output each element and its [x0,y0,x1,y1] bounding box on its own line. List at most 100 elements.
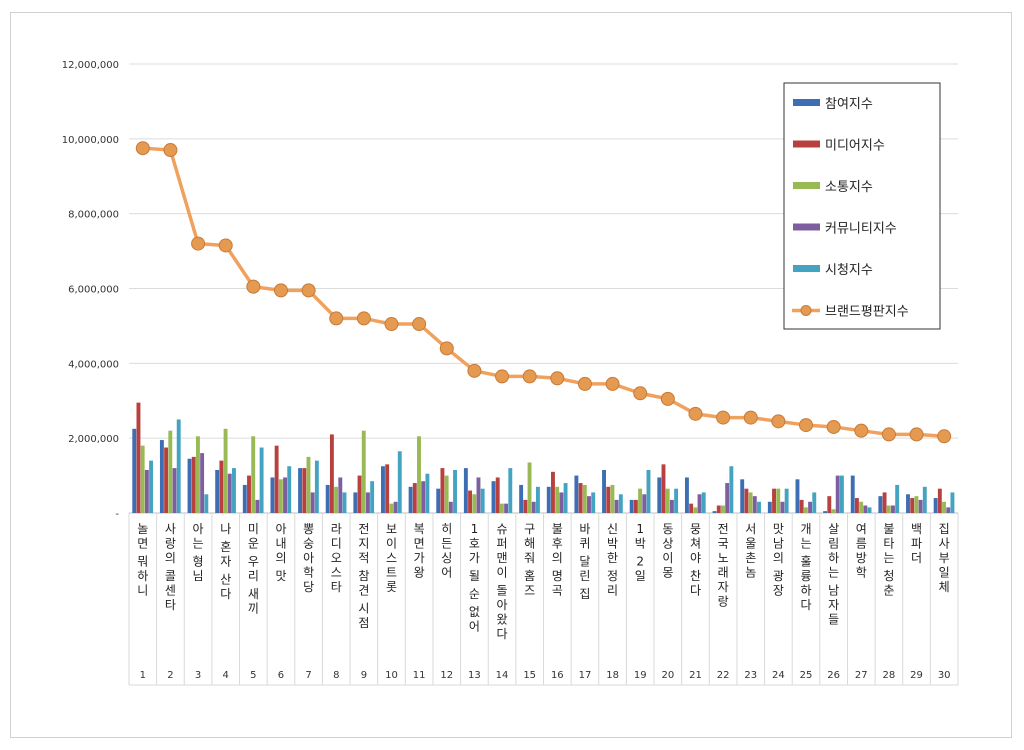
bar-미디어지수 [302,468,307,513]
marker-브랜드평판지수 [854,423,869,438]
bar-참여지수 [519,484,524,513]
bar-미디어지수 [854,498,859,513]
rank-number: 3 [195,670,201,681]
bar-시청지수 [729,466,734,513]
rank-number: 24 [772,670,785,681]
marker-브랜드평판지수 [716,410,731,425]
rank-number: 13 [468,670,481,681]
rank-number: 25 [800,670,813,681]
bar-커뮤니티지수 [752,496,757,513]
bar-참여지수 [712,511,717,513]
marker-브랜드평판지수 [743,410,758,425]
bar-참여지수 [795,479,800,513]
bar-참여지수 [629,499,634,513]
bar-미디어지수 [661,464,666,513]
bar-소통지수 [803,507,808,513]
bar-시청지수 [535,486,540,513]
bar-커뮤니티지수 [531,501,536,513]
bar-시청지수 [867,507,872,513]
rank-number: 16 [551,670,564,681]
bar-커뮤니티지수 [365,492,370,513]
bar-소통지수 [527,462,532,513]
rank-number: 28 [883,670,896,681]
bar-커뮤니티지수 [476,477,481,513]
marker-브랜드평판지수 [218,238,233,253]
bar-소통지수 [389,503,394,513]
bar-시청지수 [425,473,430,513]
bar-시청지수 [370,481,375,513]
bar-소통지수 [610,484,615,513]
bar-커뮤니티지수 [393,501,398,513]
bar-미디어지수 [329,434,334,513]
marker-브랜드평판지수 [412,317,427,332]
bar-미디어지수 [578,483,583,513]
bar-참여지수 [602,469,606,513]
bar-시청지수 [204,494,209,513]
bar-커뮤니티지수 [863,505,868,513]
bar-미디어지수 [440,468,445,513]
rank-number: 19 [634,670,647,681]
bar-참여지수 [436,488,441,513]
bar-시청지수 [397,451,402,513]
chart-frame: - 2,000,000 4,000,000 6,000,000 8,000,000 10,… [10,12,1012,738]
marker-브랜드평판지수 [301,283,316,298]
bar-참여지수 [933,498,938,513]
bar-시청지수 [314,460,319,513]
bar-소통지수 [942,501,946,513]
bar-소통지수 [886,505,891,513]
bar-미디어지수 [136,402,141,513]
legend-swatch [793,140,820,148]
marker-브랜드평판지수 [577,376,592,391]
legend-swatch [793,223,820,231]
bar-참여지수 [325,484,330,513]
bar-커뮤니티지수 [946,507,951,513]
bar-커뮤니티지수 [891,505,895,513]
legend-label: 미디어지수 [825,139,885,154]
marker-브랜드평판지수 [605,376,620,391]
marker-브랜드평판지수 [937,429,952,444]
bar-시청지수 [784,488,789,513]
rank-number: 20 [661,670,674,681]
bar-참여지수 [187,458,192,513]
bar-소통지수 [251,436,256,513]
bar-참여지수 [270,477,275,513]
marker-브랜드평판지수 [495,369,510,384]
legend-swatch [793,265,820,272]
bar-커뮤니티지수 [172,468,177,513]
y-tick-label: 4,000,000 [68,359,119,370]
rank-number: 7 [305,670,311,681]
bar-미디어지수 [468,490,473,513]
bar-소통지수 [334,486,339,513]
rank-number: 18 [606,670,619,681]
bar-소통지수 [721,505,725,513]
bar-소통지수 [444,475,449,513]
rank-number: 21 [689,670,702,681]
bar-소통지수 [140,445,145,513]
bar-미디어지수 [689,503,694,513]
rank-number: 17 [579,670,592,681]
y-tick-label: - [115,509,119,520]
bar-소통지수 [748,492,753,513]
bar-커뮤니티지수 [642,494,647,513]
bar-소통지수 [361,430,366,513]
bar-미디어지수 [772,488,776,513]
bar-참여지수 [850,475,855,513]
brand-reputation-chart: - 2,000,000 4,000,000 6,000,000 8,000,000 10,… [62,60,959,686]
bar-참여지수 [684,477,689,513]
bar-시청지수 [591,492,596,513]
bar-시청지수 [342,492,347,513]
bar-시청지수 [232,468,236,513]
